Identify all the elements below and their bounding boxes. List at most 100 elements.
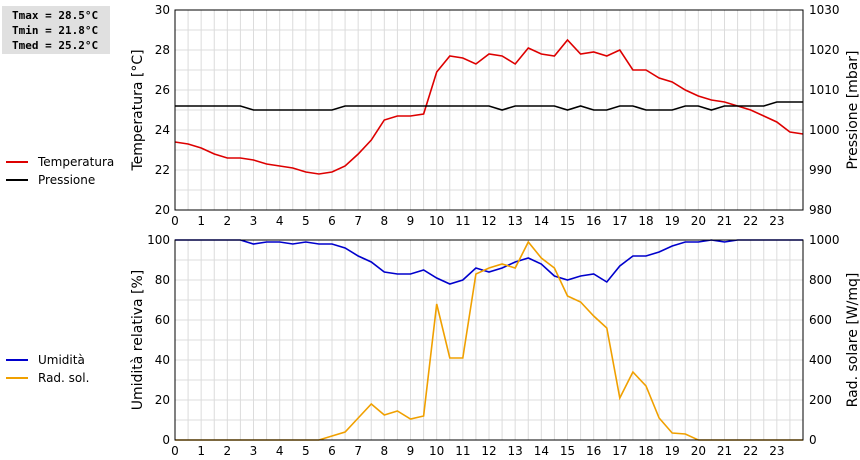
y-tick-label-right: 400: [809, 353, 832, 367]
x-tick-label: 5: [302, 444, 310, 458]
x-tick-label: 18: [638, 214, 653, 228]
chart-panel-2: 0 1 2 3 4 5 6 7 8 9 10 11 12 13 14 15 16 17 18 19 20 21 22 2302…: [130, 233, 860, 458]
x-tick-label: 10: [429, 444, 444, 458]
y-axis-title-right: Pressione [mbar]: [845, 50, 860, 169]
y-tick-label-left: 22: [155, 163, 170, 177]
x-tick-label: 18: [638, 444, 653, 458]
legend-swatch: [6, 359, 28, 361]
legend-top: Temperatura Pressione: [6, 153, 114, 189]
x-tick-label: 16: [586, 214, 601, 228]
tmax-text: Tmax = 28.5°C: [12, 9, 99, 22]
series-line-pressione: [175, 101, 803, 111]
y-tick-label-right: 990: [809, 163, 832, 177]
y-tick-label-left: 0: [162, 433, 170, 447]
x-tick-label: 7: [354, 214, 362, 228]
y-tick-label-left: 40: [155, 353, 170, 367]
legend-swatch: [6, 161, 28, 163]
y-tick-label-left: 26: [155, 83, 170, 97]
y-tick-label-left: 60: [155, 313, 170, 327]
x-tick-label: 4: [276, 214, 284, 228]
y-tick-label-right: 1020: [809, 43, 840, 57]
y-tick-label-right: 0: [809, 433, 817, 447]
y-tick-label-left: 20: [155, 393, 170, 407]
x-tick-label: 14: [534, 444, 549, 458]
tmed-text: Tmed = 25.2°C: [12, 39, 99, 52]
x-tick-label: 2: [224, 214, 232, 228]
x-tick-label: 11: [455, 444, 470, 458]
y-tick-label-left: 24: [155, 123, 170, 137]
x-tick-label: 13: [508, 214, 523, 228]
x-tick-label: 10: [429, 214, 444, 228]
x-tick-label: 3: [250, 214, 258, 228]
x-tick-label: 4: [276, 444, 284, 458]
tmin-text: Tmin = 21.8°C: [12, 24, 99, 37]
legend-item-umidita: Umidità: [6, 351, 89, 369]
x-tick-label: 12: [481, 444, 496, 458]
x-tick-label: 22: [743, 444, 758, 458]
x-tick-label: 23: [769, 214, 784, 228]
x-tick-label: 3: [250, 444, 258, 458]
x-tick-label: 17: [612, 214, 627, 228]
y-tick-label-left: 20: [155, 203, 170, 217]
plot-frame: [174, 239, 804, 441]
chart-panel-1: 0 1 2 3 4 5 6 7 8 9 10 11 12 13 14 15 16 17 18 19 20 21 22 2320…: [130, 3, 860, 228]
x-tick-label: 21: [717, 214, 732, 228]
x-tick-label: 17: [612, 444, 627, 458]
legend-swatch: [6, 179, 28, 181]
x-tick-label: 5: [302, 214, 310, 228]
y-tick-label-left: 30: [155, 3, 170, 17]
y-tick-label-right: 980: [809, 203, 832, 217]
legend-label: Rad. sol.: [38, 371, 90, 385]
legend-label: Pressione: [38, 173, 96, 187]
legend-item-temperatura: Temperatura: [6, 153, 114, 171]
x-tick-label: 21: [717, 444, 732, 458]
x-tick-label: 2: [224, 444, 232, 458]
y-tick-label-right: 600: [809, 313, 832, 327]
y-tick-label-right: 1000: [809, 233, 840, 247]
x-tick-label: 15: [560, 444, 575, 458]
x-tick-label: 11: [455, 214, 470, 228]
legend-label: Umidità: [38, 353, 85, 367]
x-tick-label: 7: [354, 444, 362, 458]
x-tick-label: 13: [508, 444, 523, 458]
y-axis-title-right: Rad. solare [W/mq]: [845, 273, 860, 408]
legend-bottom: Umidità Rad. sol.: [6, 351, 89, 387]
x-tick-label: 6: [328, 214, 336, 228]
x-tick-label: 0: [171, 444, 179, 458]
x-tick-label: 20: [691, 444, 706, 458]
y-tick-label-left: 100: [147, 233, 170, 247]
series-line-temperatura: [174, 38, 804, 175]
x-tick-label: 9: [407, 214, 415, 228]
x-tick-label: 12: [481, 214, 496, 228]
x-tick-label: 23: [769, 444, 784, 458]
y-tick-label-right: 1030: [809, 3, 840, 17]
legend-label: Temperatura: [38, 155, 115, 169]
y-axis-title-left: Temperatura [°C]: [130, 49, 146, 171]
x-tick-label: 16: [586, 444, 601, 458]
legend-item-pressione: Pressione: [6, 171, 114, 189]
x-tick-label: 1: [197, 214, 205, 228]
x-tick-label: 1: [197, 444, 205, 458]
x-tick-label: 6: [328, 444, 336, 458]
stats-box: Tmax = 28.5°C Tmin = 21.8°C Tmed = 25.2°…: [2, 6, 110, 54]
y-tick-label-right: 1010: [809, 83, 840, 97]
x-tick-label: 9: [407, 444, 415, 458]
y-tick-label-right: 1000: [809, 123, 840, 137]
y-tick-label-right: 200: [809, 393, 832, 407]
x-tick-label: 0: [171, 214, 179, 228]
x-tick-label: 22: [743, 214, 758, 228]
legend-item-radsol: Rad. sol.: [6, 369, 89, 387]
x-tick-label: 8: [381, 214, 389, 228]
y-tick-label-left: 80: [155, 273, 170, 287]
y-axis-title-left: Umidità relativa [%]: [130, 270, 146, 411]
x-tick-label: 20: [691, 214, 706, 228]
y-tick-label-right: 800: [809, 273, 832, 287]
x-tick-label: 15: [560, 214, 575, 228]
legend-swatch: [6, 377, 28, 379]
y-tick-label-left: 28: [155, 43, 170, 57]
x-tick-label: 8: [381, 444, 389, 458]
x-tick-label: 19: [665, 444, 680, 458]
x-tick-label: 19: [665, 214, 680, 228]
x-tick-label: 14: [534, 214, 549, 228]
